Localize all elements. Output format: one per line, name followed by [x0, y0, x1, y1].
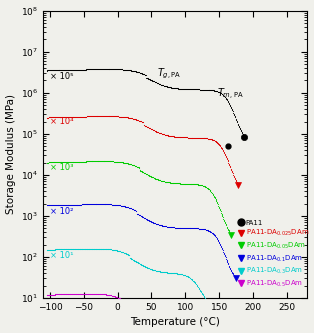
- Text: × 10²: × 10²: [50, 207, 73, 216]
- Y-axis label: Storage Modulus (MPa): Storage Modulus (MPa): [6, 94, 16, 214]
- X-axis label: Temperature (°C): Temperature (°C): [130, 317, 220, 327]
- Text: × 10⁵: × 10⁵: [50, 72, 73, 81]
- Text: $T_{g,\mathrm{PA}}$: $T_{g,\mathrm{PA}}$: [157, 67, 181, 81]
- Text: × 10³: × 10³: [50, 163, 73, 172]
- Text: × 10⁴: × 10⁴: [50, 117, 74, 126]
- Legend: PA11, PA11-DA$_{0.025}$DAm, PA11-DA$_{0.05}$DAm, PA11-DA$_{0.1}$DAm, PA11-DA$_{0: PA11, PA11-DA$_{0.025}$DAm, PA11-DA$_{0.…: [238, 220, 309, 289]
- Text: × 10¹: × 10¹: [50, 251, 73, 260]
- Text: $T_{m,\mathrm{PA}}$: $T_{m,\mathrm{PA}}$: [217, 87, 244, 102]
